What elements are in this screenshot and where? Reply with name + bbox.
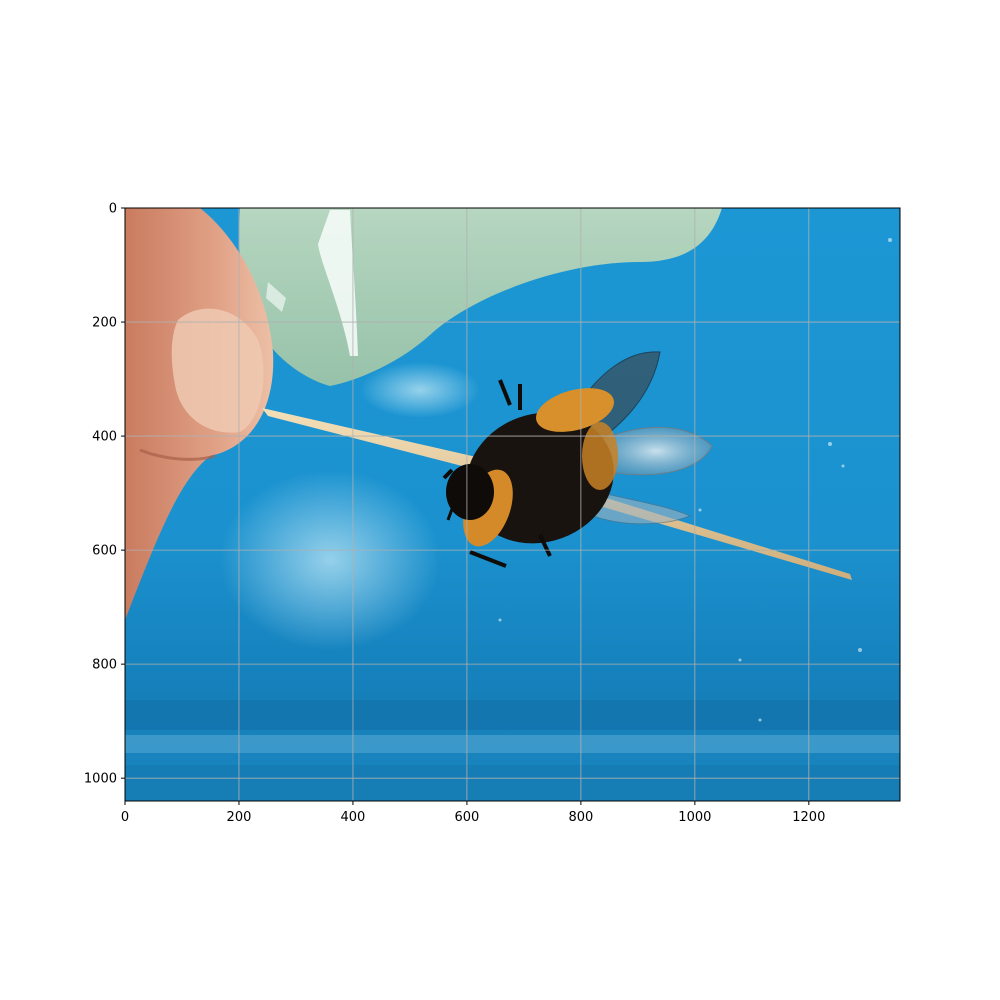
tray-rim-bottom [125, 765, 900, 801]
bee-antenna [446, 497, 458, 521]
x-tick-label: 600 [454, 810, 479, 825]
tray-speckles [498, 238, 892, 722]
photo [125, 208, 900, 801]
fingernail [171, 308, 264, 433]
translucent-lid [239, 208, 722, 386]
y-tick-label: 1000 [84, 772, 117, 787]
x-axis: 0 200 400 600 800 1000 1200 [121, 801, 825, 825]
light-glare-small [360, 362, 480, 418]
bee-wing-right [599, 426, 713, 476]
bee-legs [442, 379, 552, 568]
x-tick-label: 400 [341, 810, 366, 825]
bee-orange-band-top [536, 388, 614, 432]
light-glare [220, 470, 440, 650]
bee-orange-band-right [582, 422, 618, 490]
x-tick-label: 200 [227, 810, 252, 825]
axes-frame [124, 207, 901, 802]
bee-wing-lower [584, 489, 692, 525]
y-tick-label: 0 [109, 202, 117, 217]
finger-crease [139, 448, 216, 461]
y-tick-label: 400 [92, 430, 117, 445]
y-tick-label: 600 [92, 544, 117, 559]
y-axis: 0 200 400 600 800 1000 [84, 202, 125, 787]
x-tick-label: 800 [568, 810, 593, 825]
tray-rim-shadow [125, 700, 900, 730]
x-tick-label: 1200 [792, 810, 825, 825]
x-tick-label: 0 [121, 810, 129, 825]
x-tick-label: 1000 [678, 810, 711, 825]
y-tick-label: 800 [92, 658, 117, 673]
bee-head [446, 464, 494, 520]
lid-reflection-2 [266, 282, 286, 312]
tray-rim-highlight [125, 735, 900, 753]
y-tick-label: 200 [92, 316, 117, 331]
lid-reflection [318, 210, 358, 356]
toothpick [262, 408, 852, 580]
